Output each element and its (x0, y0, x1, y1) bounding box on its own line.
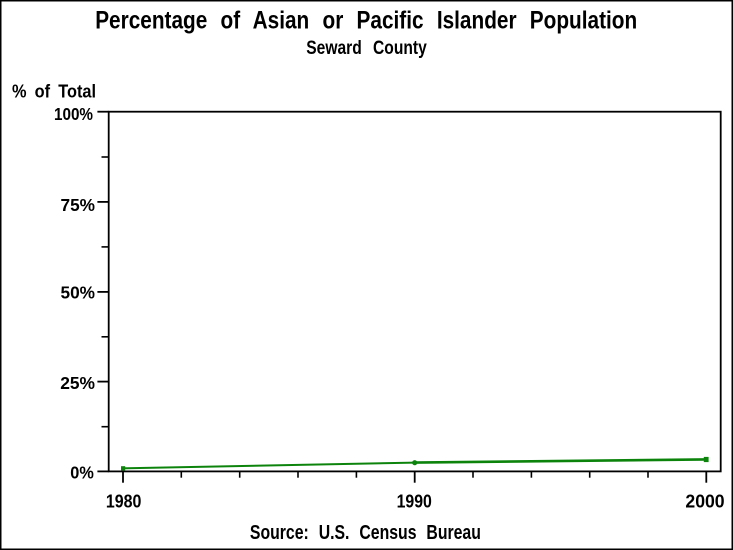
svg-text:Percentage of Asian or Pacific: Percentage of Asian or Pacific Islander … (95, 6, 637, 34)
svg-text:1980: 1980 (106, 492, 142, 512)
svg-text:Source: U.S. Census Bureau: Source: U.S. Census Bureau (250, 522, 481, 544)
svg-text:0%: 0% (70, 463, 94, 483)
svg-text:1990: 1990 (397, 492, 432, 512)
svg-text:75%: 75% (61, 195, 96, 215)
svg-text:2000: 2000 (685, 492, 724, 512)
svg-text:100%: 100% (54, 104, 93, 124)
svg-text:25%: 25% (60, 373, 95, 393)
svg-text:% of Total: % of Total (12, 81, 96, 101)
svg-text:50%: 50% (61, 283, 96, 303)
svg-text:Seward County: Seward County (306, 38, 427, 59)
